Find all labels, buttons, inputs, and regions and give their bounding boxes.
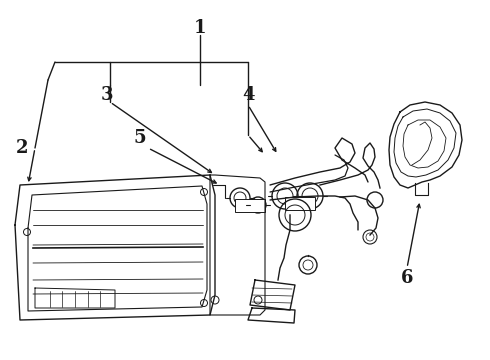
Text: 6: 6 xyxy=(401,269,413,287)
Text: 5: 5 xyxy=(134,129,147,147)
Text: 3: 3 xyxy=(101,86,113,104)
Bar xyxy=(235,199,265,212)
Text: 1: 1 xyxy=(194,19,206,37)
Text: 2: 2 xyxy=(16,139,28,157)
Text: 4: 4 xyxy=(242,86,254,104)
Bar xyxy=(285,197,315,210)
